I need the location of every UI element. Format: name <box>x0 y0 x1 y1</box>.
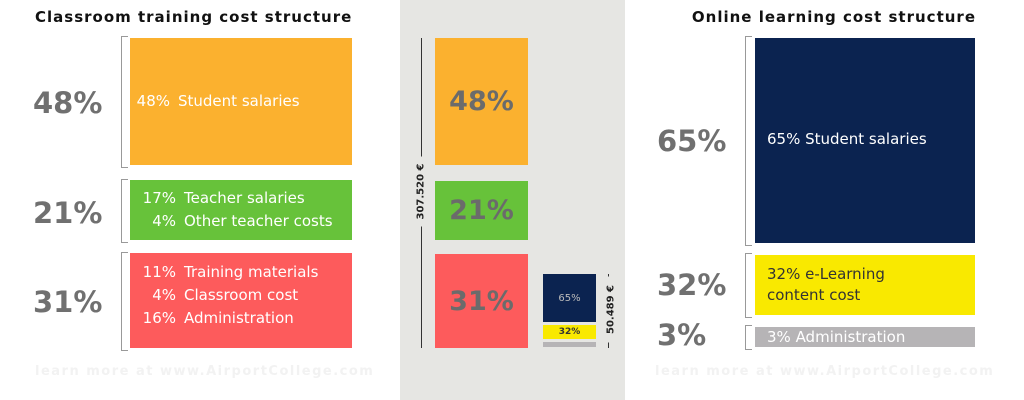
compare-block: 32% <box>543 325 596 339</box>
cost-block: 3% Administration <box>755 327 975 347</box>
bracket <box>121 36 128 168</box>
bracket <box>745 36 752 246</box>
compare-block: 65% <box>543 274 596 322</box>
big-percent: 48% <box>33 86 103 120</box>
block-percent: 32% <box>558 327 581 337</box>
item-label: Other teacher costs <box>184 212 333 230</box>
item-text: 65% Student salaries <box>767 130 927 148</box>
big-percent: 65% <box>657 124 727 158</box>
compare-block <box>543 342 596 347</box>
total-label: 50.489 € <box>605 276 617 343</box>
big-percent: 21% <box>33 196 103 230</box>
footer-link[interactable]: learn more at www.AirportCollege.com <box>35 364 375 379</box>
block-percent: 65% <box>558 292 581 304</box>
item-label: Classroom cost <box>184 286 299 304</box>
item-text: 3% Administration <box>767 328 906 346</box>
item-pct: 11% <box>142 263 176 281</box>
item-pct: 17% <box>142 189 176 207</box>
compare-block: 21% <box>435 181 528 240</box>
item-label: Student salaries <box>178 92 300 110</box>
cost-block: 48% Student salaries <box>130 38 352 165</box>
item-label: Training materials <box>184 263 319 281</box>
footer-link[interactable]: learn more at www.AirportCollege.com <box>655 364 995 379</box>
compare-block: 48% <box>435 38 528 165</box>
bracket <box>745 253 752 318</box>
block-percent: 21% <box>449 195 514 226</box>
left-title: Classroom training cost structure <box>35 8 353 26</box>
cost-block: 65% Student salaries <box>755 38 975 243</box>
compare-block: 31% <box>435 254 528 348</box>
block-percent: 48% <box>449 86 514 117</box>
item-label: Teacher salaries <box>184 189 305 207</box>
big-percent: 32% <box>657 268 727 302</box>
big-percent: 31% <box>33 285 103 319</box>
item-pct: 4% <box>152 286 176 304</box>
item-pct: 48% <box>136 92 170 110</box>
bracket <box>121 179 128 243</box>
big-percent: 3% <box>657 318 707 352</box>
item-text: 32% e-Learning content cost <box>767 265 885 304</box>
block-percent: 31% <box>449 285 514 317</box>
bracket <box>745 325 752 350</box>
item-pct: 16% <box>142 309 176 327</box>
cost-block: 11% Training materials 4% Classroom cost 1… <box>130 253 352 348</box>
cost-block: 17% Teacher salaries 4% Other teacher cost… <box>130 180 352 240</box>
total-label: 307.520 € <box>415 156 427 227</box>
cost-block: 32% e-Learning content cost <box>755 255 975 315</box>
item-pct: 4% <box>152 212 176 230</box>
right-title: Online learning cost structure <box>691 8 976 26</box>
bracket <box>121 252 128 351</box>
item-label: Administration <box>184 309 294 327</box>
